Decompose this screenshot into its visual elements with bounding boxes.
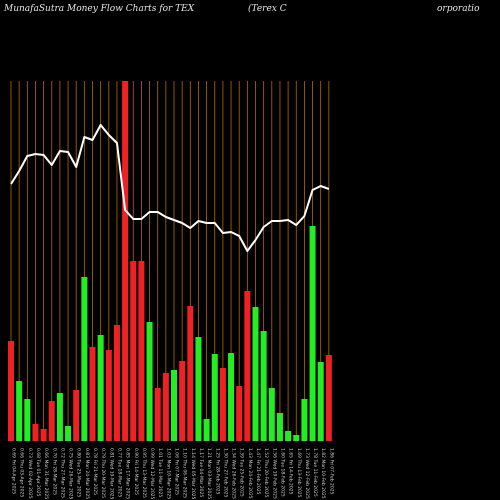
money-flow-bar (179, 361, 186, 441)
money-flow-bar (171, 370, 177, 441)
x-tick-label: 1.21 Mon 03-Mar 2025 (206, 448, 212, 499)
x-tick-label: 1.69 Thu 13-Feb 2025 (296, 448, 302, 498)
money-flow-bar (162, 373, 169, 441)
money-flow-bar (187, 306, 194, 441)
x-tick-label: 0.85 Mon 17-Mar 2025 (125, 448, 131, 499)
money-flow-bar (146, 322, 153, 441)
money-flow-bar (113, 325, 120, 441)
money-flow-bar (73, 390, 80, 441)
money-flow-bar (309, 226, 316, 441)
x-tick-label: 0.75 Wed 26-Mar 2025 (68, 448, 74, 500)
x-tick-label: 1.65 Fri 14-Feb 2025 (288, 448, 294, 495)
money-flow-bar (317, 362, 324, 441)
money-flow-bar (122, 81, 129, 441)
money-flow-bar (301, 399, 308, 441)
x-tick-label: 1.03 Mon 10-Mar 2025 (165, 448, 171, 499)
money-flow-bar (276, 413, 283, 441)
x-tick-label: 0.68 Tue 01-Apr 2025 (35, 448, 41, 497)
money-flow-bar (40, 429, 47, 441)
money-flow-bar (325, 355, 332, 441)
x-tick-label: 0.79 Thu 20-Mar 2025 (100, 448, 106, 498)
money-flow-bar (228, 353, 235, 441)
chart-subtitle-continued: orporatio (437, 4, 480, 14)
x-tick-label: 0.80 Tue 25-Mar 2025 (76, 448, 82, 497)
x-tick-label: 1.78 Tue 11-Feb 2025 (312, 448, 318, 497)
money-flow-bar (97, 335, 104, 441)
money-flow-bar (195, 337, 202, 441)
x-tick-label: 1.56 Wed 19-Feb 2025 (271, 448, 277, 499)
x-tick-label: 0.99 Wed 12-Mar 2025 (149, 448, 155, 500)
money-flow-bar (24, 399, 31, 441)
x-tick-label: 1.30 Thu 27-Feb 2025 (222, 448, 228, 498)
money-flow-bar (138, 261, 145, 441)
money-flow-bar (48, 401, 55, 441)
x-tick-labels: 0.69 Fri 04-Apr 2025 0.66 Thu 03-Apr 2025… (11, 448, 335, 500)
x-tick-label: 1.25 Fri 28-Feb 2025 (214, 448, 220, 495)
money-flow-bar (65, 426, 72, 441)
line-series (10, 124, 330, 252)
x-tick-label: 0.73 Wed 02-Apr 2025 (27, 448, 33, 499)
x-tick-label: 1.34 Wed 26-Feb 2025 (231, 448, 237, 499)
money-flow-bar (219, 368, 226, 441)
money-flow-bar (252, 307, 259, 441)
money-flow-bar (16, 381, 23, 441)
money-flow-bar (8, 341, 14, 441)
bar-series (8, 81, 332, 441)
money-flow-bar (244, 291, 251, 441)
x-tick-label: 1.52 Thu 20-Feb 2025 (263, 448, 269, 498)
x-tick-label: 1.10 Thu 06-Mar 2025 (182, 448, 188, 498)
x-tick-label: 0.83 Mon 24-Mar 2025 (84, 448, 90, 499)
x-tick-label: 1.60 Tue 18-Feb 2025 (279, 448, 285, 497)
x-tick-label: 0.81 Wed 19-Mar 2025 (108, 448, 114, 500)
x-tick-label: 0.90 Fri 14-Mar 2025 (133, 448, 139, 495)
money-flow-bar (236, 386, 243, 441)
x-tick-label: 0.72 Thu 27-Mar 2025 (59, 448, 65, 498)
x-tick-label: 1.06 Fri 07-Mar 2025 (174, 448, 180, 495)
money-flow-bar (56, 393, 63, 441)
x-tick-label: 0.77 Tue 18-Mar 2025 (116, 448, 122, 497)
money-flow-bar (268, 388, 275, 441)
x-tick-label: 1.82 Mon 10-Feb 2025 (320, 448, 326, 499)
money-flow-bar (130, 261, 137, 441)
x-tick-label: 1.73 Wed 12-Feb 2025 (304, 448, 310, 499)
x-tick-label: 0.70 Fri 28-Mar 2025 (51, 448, 57, 495)
x-tick-label: 1.86 Fri 07-Feb 2025 (328, 448, 334, 495)
price-line (10, 124, 330, 252)
money-flow-bar (81, 277, 88, 441)
x-tick-label: 0.66 Mon 31-Mar 2025 (43, 448, 49, 499)
x-tick-label: 0.95 Thu 13-Mar 2025 (141, 448, 147, 498)
money-flow-bar (203, 419, 210, 441)
x-tick-label: 1.39 Tue 25-Feb 2025 (239, 448, 245, 497)
money-flow-bar (211, 354, 218, 441)
chart-title: MunafaSutra Money Flow Charts for TEX (3, 4, 195, 14)
money-flow-bar (293, 435, 300, 441)
x-tick-label: 0.78 Fri 21-Mar 2025 (92, 448, 98, 495)
money-flow-bar (154, 388, 161, 441)
x-tick-label: 1.01 Tue 11-Mar 2025 (157, 448, 163, 497)
money-flow-bar (89, 347, 96, 441)
x-tick-label: 1.47 Fri 21-Feb 2025 (255, 448, 261, 495)
money-flow-bar (105, 350, 112, 441)
money-flow-bar (32, 424, 39, 441)
x-tick-label: 0.69 Fri 04-Apr 2025 (11, 448, 17, 494)
x-tick-label: 0.66 Thu 03-Apr 2025 (19, 448, 25, 497)
x-tick-label: 1.43 Mon 24-Feb 2025 (247, 448, 253, 499)
x-tick-label: 1.17 Tue 04-Mar 2025 (198, 448, 204, 497)
chart-subtitle: (Terex C (248, 3, 287, 14)
money-flow-bar (260, 331, 267, 441)
x-tick-label: 1.14 Wed 05-Mar 2025 (190, 448, 196, 500)
money-flow-bar (285, 431, 292, 441)
